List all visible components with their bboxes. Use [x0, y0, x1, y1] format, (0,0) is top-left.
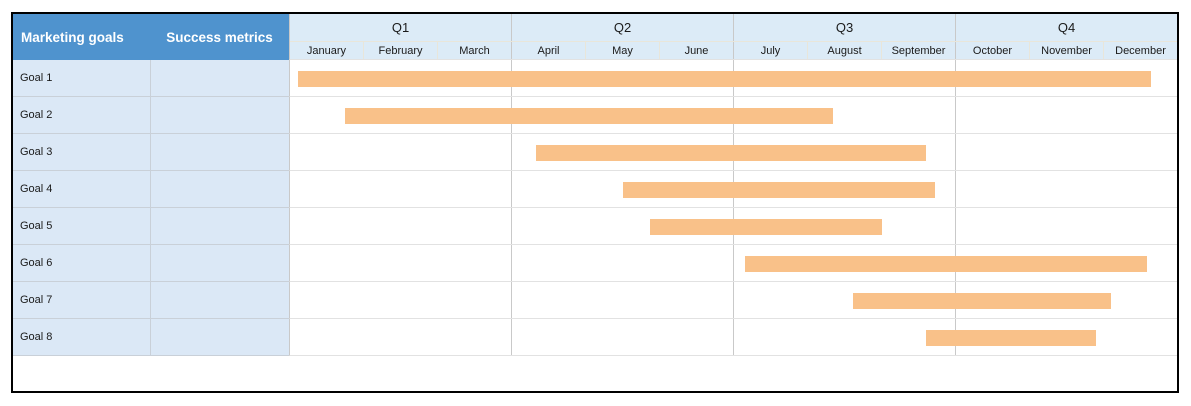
month-header-september: September	[881, 42, 955, 59]
month-header-june: June	[659, 42, 733, 59]
gantt-bar-goal-7	[853, 293, 1112, 309]
gantt-bar-goal-4	[623, 182, 935, 198]
success-metric-cell	[150, 319, 289, 356]
quarter-header-q2: Q2	[511, 14, 733, 41]
quarter-gridline-segment	[733, 245, 955, 281]
quarter-gridline-segment	[511, 319, 733, 355]
quarter-gridline-segment	[290, 134, 511, 170]
timeline-cell	[289, 171, 1177, 208]
quarter-header-q3: Q3	[733, 14, 955, 41]
month-header-december: December	[1103, 42, 1177, 59]
goal-label-cell: Goal 7	[13, 282, 150, 319]
quarter-gridline-segment	[290, 282, 511, 318]
quarter-gridline-segment	[511, 282, 733, 318]
marketing-gantt-table: Marketing goals Success metrics Q1 Q2 Q3 Q4…	[11, 12, 1179, 393]
goal-label-cell: Goal 4	[13, 171, 150, 208]
timeline-cell	[289, 282, 1177, 319]
goal-rows-container: Goal 1 Goal 2 Goal 3 Goal 4 Goal 5 Goal 6 Goal…	[13, 60, 1177, 356]
gantt-bar-goal-1	[298, 71, 1152, 87]
success-metrics-header: Success metrics	[150, 14, 289, 60]
quarter-gridline-segment	[290, 208, 511, 244]
marketing-goals-header: Marketing goals	[13, 14, 150, 60]
table-row-goal-5: Goal 5	[13, 208, 1177, 245]
month-header-august: August	[807, 42, 881, 59]
table-row-goal-6: Goal 6	[13, 245, 1177, 282]
goal-label-cell: Goal 5	[13, 208, 150, 245]
gantt-bar-goal-3	[536, 145, 926, 161]
quarter-header-q4: Q4	[955, 14, 1177, 41]
gantt-bar-goal-8	[925, 330, 1097, 346]
success-metric-cell	[150, 171, 289, 208]
month-header-october: October	[955, 42, 1029, 59]
month-header-may: May	[585, 42, 659, 59]
quarter-gridline-segment	[955, 97, 1177, 133]
timeline-cell	[289, 245, 1177, 282]
gantt-bar-goal-2	[345, 108, 834, 124]
table-row-goal-4: Goal 4	[13, 171, 1177, 208]
table-row-goal-7: Goal 7	[13, 282, 1177, 319]
table-header-row: Marketing goals Success metrics Q1 Q2 Q3 Q4…	[13, 14, 1177, 60]
quarter-gridline-segment	[955, 171, 1177, 207]
month-header-february: February	[363, 42, 437, 59]
goal-label-cell: Goal 6	[13, 245, 150, 282]
quarter-gridline-segment	[511, 245, 733, 281]
gantt-bar-goal-5	[649, 219, 883, 235]
table-row-goal-8: Goal 8	[13, 319, 1177, 356]
success-metric-cell	[150, 245, 289, 282]
table-row-goal-3: Goal 3	[13, 134, 1177, 171]
quarter-gridline-segment	[511, 171, 733, 207]
quarter-gridline-segment	[955, 208, 1177, 244]
month-header-november: November	[1029, 42, 1103, 59]
goal-label-cell: Goal 1	[13, 60, 150, 97]
quarter-gridline-segment	[511, 134, 733, 170]
timeline-header: Q1 Q2 Q3 Q4 January February March April May Jun…	[289, 14, 1177, 60]
timeline-cell	[289, 97, 1177, 134]
month-header-july: July	[733, 42, 807, 59]
timeline-cell	[289, 60, 1177, 97]
timeline-cell	[289, 134, 1177, 171]
success-metric-cell	[150, 282, 289, 319]
empty-footer-row	[13, 356, 1177, 391]
month-header-march: March	[437, 42, 511, 59]
quarter-gridline-segment	[290, 171, 511, 207]
goal-label-cell: Goal 2	[13, 97, 150, 134]
quarter-gridline-segment	[290, 319, 511, 355]
quarter-gridline-segment	[511, 208, 733, 244]
month-header-april: April	[511, 42, 585, 59]
quarter-gridline-segment	[955, 134, 1177, 170]
quarter-header-q1: Q1	[290, 14, 511, 41]
timeline-cell	[289, 208, 1177, 245]
success-metric-cell	[150, 60, 289, 97]
goal-label-cell: Goal 3	[13, 134, 150, 171]
success-metric-cell	[150, 208, 289, 245]
timeline-cell	[289, 319, 1177, 356]
month-header-january: January	[290, 42, 363, 59]
table-row-goal-1: Goal 1	[13, 60, 1177, 97]
gantt-bar-goal-6	[745, 256, 1148, 272]
success-metric-cell	[150, 97, 289, 134]
goal-label-cell: Goal 8	[13, 319, 150, 356]
quarter-gridline-segment	[290, 245, 511, 281]
table-row-goal-2: Goal 2	[13, 97, 1177, 134]
quarters-row: Q1 Q2 Q3 Q4	[290, 14, 1177, 42]
months-row: January February March April May June July Augu…	[290, 42, 1177, 59]
quarter-gridline-segment	[733, 319, 955, 355]
quarter-gridline-segment	[733, 282, 955, 318]
success-metric-cell	[150, 134, 289, 171]
